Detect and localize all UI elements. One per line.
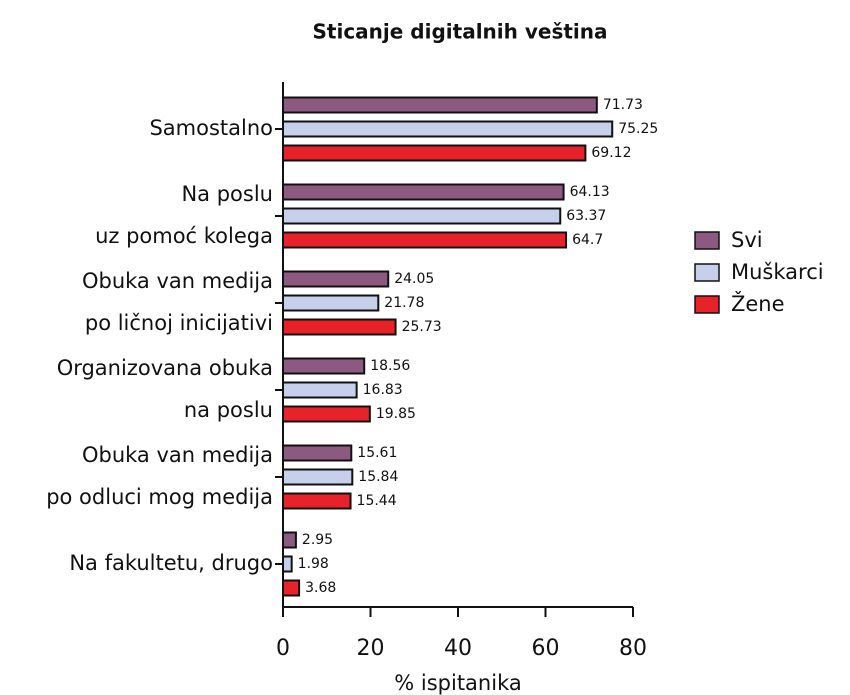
label-line: Obuka van medija: [82, 269, 273, 293]
y-tick-label: Na fakultetu, drugo: [69, 551, 273, 575]
x-tick-label: 80: [619, 636, 647, 661]
value-label: 64.7: [572, 232, 603, 248]
y-tick-label: Obuka van medija po odluci mog medija: [46, 443, 273, 509]
value-label: 71.73: [603, 97, 643, 113]
bar: [282, 492, 352, 510]
label-line: Na poslu: [181, 182, 273, 206]
y-tick-label: Samostalno: [149, 116, 273, 140]
value-label: 18.56: [370, 358, 410, 374]
value-label: 69.12: [591, 145, 631, 161]
value-label: 75.25: [618, 121, 658, 137]
y-tick-label: Obuka van medija po ličnoj inicijativi: [82, 269, 273, 335]
bar: [282, 357, 366, 375]
label-line: na poslu: [184, 398, 273, 422]
bar: [282, 231, 568, 249]
bar: [282, 207, 562, 225]
bar: [282, 555, 293, 573]
x-tick-label: 60: [532, 636, 560, 661]
value-label: 15.61: [357, 445, 397, 461]
bar: [282, 96, 598, 114]
bar: [282, 318, 397, 336]
bar: [282, 120, 614, 138]
y-tick-label: Organizovana obuka na poslu: [57, 356, 273, 422]
label-line: Obuka van medija: [82, 443, 273, 467]
legend-label: Žene: [731, 291, 785, 316]
value-label: 19.85: [376, 406, 416, 422]
x-tick-label: 40: [444, 636, 472, 661]
value-label: 16.83: [363, 382, 403, 398]
value-label: 1.98: [298, 556, 329, 572]
legend-label: Svi: [731, 228, 763, 252]
value-label: 64.13: [570, 184, 610, 200]
bar: [282, 144, 587, 162]
legend-swatch: [694, 263, 720, 282]
label-line: po odluci mog medija: [46, 485, 273, 509]
value-label: 24.05: [394, 271, 434, 287]
bar: [282, 183, 565, 201]
value-label: 21.78: [384, 295, 424, 311]
label-line: uz pomoć kolega: [95, 224, 273, 248]
legend-label: Muškarci: [731, 260, 824, 284]
legend-swatch: [694, 295, 720, 314]
bar: [282, 468, 354, 486]
bar: [282, 444, 353, 462]
label-line: Organizovana obuka: [57, 356, 273, 380]
bar: [282, 381, 358, 399]
label-line: po ličnoj inicijativi: [85, 311, 273, 335]
chart-title: Sticanje digitalnih veština: [313, 20, 608, 44]
bar: [282, 294, 380, 312]
legend-swatch: [694, 231, 720, 250]
x-tick-label: 20: [357, 636, 385, 661]
value-label: 15.84: [358, 469, 398, 485]
value-label: 15.44: [357, 493, 397, 509]
x-tick-label: 0: [276, 636, 290, 661]
value-label: 2.95: [302, 532, 333, 548]
bar: [282, 270, 390, 288]
y-tick-label: Na poslu uz pomoć kolega: [95, 182, 273, 248]
value-label: 63.37: [566, 208, 606, 224]
value-label: 25.73: [402, 319, 442, 335]
bar: [282, 531, 297, 549]
bar: [282, 579, 301, 597]
x-axis-label: % ispitanika: [394, 671, 521, 695]
value-label: 3.68: [305, 580, 336, 596]
bar: [282, 405, 371, 423]
